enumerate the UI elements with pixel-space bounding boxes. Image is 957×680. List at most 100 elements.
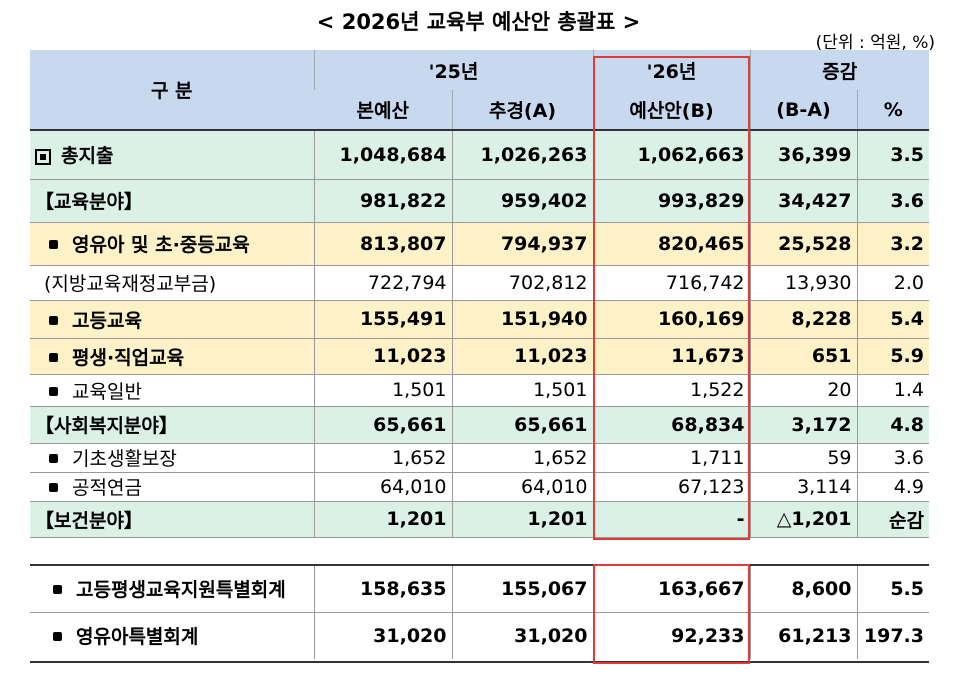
cell-pct: 5.5 bbox=[856, 564, 929, 612]
cell-supplementary: 64,010 bbox=[451, 471, 593, 501]
cell-diff: 3,114 bbox=[749, 471, 857, 501]
cell-proposal: 1,711 bbox=[592, 442, 750, 472]
table-row: 공적연금 64,010 64,010 67,123 3,114 4.9 bbox=[30, 471, 929, 501]
cell-proposal: 820,465 bbox=[592, 221, 750, 265]
bullet-icon bbox=[53, 632, 62, 642]
cell-diff: △1,201 bbox=[749, 500, 857, 537]
cell-pct: 순감 bbox=[856, 500, 929, 537]
header-supplementary: 추경(A) bbox=[451, 90, 593, 130]
table-row: 총지출 1,048,684 1,026,263 1,062,663 36,399… bbox=[30, 129, 929, 179]
cell-proposal: 68,834 bbox=[592, 405, 750, 443]
row-label: 총지출 bbox=[30, 129, 314, 179]
bullet-icon bbox=[49, 315, 58, 325]
table-row: 영유아특별회계 31,020 31,020 92,233 61,213 197.… bbox=[30, 611, 929, 659]
table-row: 【교육분야】 981,822 959,402 993,829 34,427 3.… bbox=[30, 178, 929, 222]
cell-supplementary: 155,067 bbox=[451, 564, 593, 612]
cell-original: 722,794 bbox=[313, 264, 452, 300]
table-row: 【사회복지분야】 65,661 65,661 68,834 3,172 4.8 bbox=[30, 405, 929, 443]
table-row: 교육일반 1,501 1,501 1,522 20 1.4 bbox=[30, 373, 929, 406]
cell-diff: 59 bbox=[749, 442, 857, 472]
table-row: 기초생활보장 1,652 1,652 1,711 59 3.6 bbox=[30, 442, 929, 472]
table-row: 고등교육 155,491 151,940 160,169 8,228 5.4 bbox=[30, 299, 929, 338]
cell-original: 981,822 bbox=[313, 178, 452, 222]
cell-pct: 3.5 bbox=[856, 129, 929, 179]
bullet-icon bbox=[49, 352, 58, 362]
table-row: 【보건분야】 1,201 1,201 - △1,201 순감 bbox=[30, 500, 929, 537]
bullet-icon bbox=[49, 240, 58, 249]
cell-proposal: 1,062,663 bbox=[592, 129, 750, 179]
table-row: (지방교육재정교부금) 722,794 702,812 716,742 13,9… bbox=[30, 264, 929, 300]
cell-original: 31,020 bbox=[313, 611, 452, 659]
cell-proposal: 92,233 bbox=[592, 611, 750, 659]
budget-table: 구 분 '25년 '26년 증감 본예산 추경(A) 예산안(B) (B-A) … bbox=[30, 50, 929, 659]
row-label: 고등평생교육지원특별회계 bbox=[30, 564, 314, 612]
cell-pct: 5.9 bbox=[856, 337, 929, 374]
cell-supplementary: 151,940 bbox=[451, 299, 593, 338]
cell-original: 158,635 bbox=[313, 564, 452, 612]
cell-supplementary: 11,023 bbox=[451, 337, 593, 374]
cell-diff: 36,399 bbox=[749, 129, 857, 179]
row-label: 영유아 및 초·중등교육 bbox=[30, 221, 314, 265]
cell-diff: 34,427 bbox=[749, 178, 857, 222]
cell-pct: 5.4 bbox=[856, 299, 929, 338]
cell-pct: 197.3 bbox=[856, 611, 929, 659]
row-label: 기초생활보장 bbox=[30, 442, 314, 472]
cell-pct: 3.6 bbox=[856, 442, 929, 472]
cell-diff: 8,228 bbox=[749, 299, 857, 338]
cell-original: 813,807 bbox=[313, 221, 452, 265]
cell-supplementary: 65,661 bbox=[451, 405, 593, 443]
table-row: 영유아 및 초·중등교육 813,807 794,937 820,465 25,… bbox=[30, 221, 929, 265]
row-label: 고등교육 bbox=[30, 299, 314, 338]
cell-supplementary: 1,026,263 bbox=[451, 129, 593, 179]
table-row: 고등평생교육지원특별회계 158,635 155,067 163,667 8,6… bbox=[30, 564, 929, 612]
bullet-icon bbox=[49, 386, 58, 396]
cell-diff: 13,930 bbox=[749, 264, 857, 300]
cell-diff: 8,600 bbox=[749, 564, 857, 612]
cell-diff: 3,172 bbox=[749, 405, 857, 443]
cell-pct: 3.6 bbox=[856, 178, 929, 222]
cell-original: 1,201 bbox=[313, 500, 452, 537]
cell-pct: 3.2 bbox=[856, 221, 929, 265]
row-label: 영유아특별회계 bbox=[30, 611, 314, 659]
cell-pct: 4.9 bbox=[856, 471, 929, 501]
cell-pct: 1.4 bbox=[856, 373, 929, 406]
cell-diff: 20 bbox=[749, 373, 857, 406]
cell-proposal: 11,673 bbox=[592, 337, 750, 374]
cell-original: 65,661 bbox=[313, 405, 452, 443]
table-bottom-border bbox=[30, 661, 929, 663]
cell-supplementary: 794,937 bbox=[451, 221, 593, 265]
header-pct: % bbox=[856, 90, 929, 130]
cell-supplementary: 1,652 bbox=[451, 442, 593, 472]
header-2026: '26년 bbox=[592, 50, 750, 90]
row-label: (지방교육재정교부금) bbox=[30, 264, 314, 300]
cell-proposal: 160,169 bbox=[592, 299, 750, 338]
square-bullet-icon bbox=[35, 148, 51, 165]
cell-original: 64,010 bbox=[313, 471, 452, 501]
header-proposal: 예산안(B) bbox=[592, 90, 750, 130]
row-label: 【사회복지분야】 bbox=[30, 405, 314, 443]
bullet-icon bbox=[49, 483, 58, 492]
cell-original: 1,652 bbox=[313, 442, 452, 472]
row-label: 평생·직업교육 bbox=[30, 337, 314, 374]
cell-original: 1,048,684 bbox=[313, 129, 452, 179]
cell-proposal: 67,123 bbox=[592, 471, 750, 501]
cell-supplementary: 959,402 bbox=[451, 178, 593, 222]
cell-proposal: - bbox=[592, 500, 750, 537]
row-label: 【보건분야】 bbox=[30, 500, 314, 537]
cell-diff: 61,213 bbox=[749, 611, 857, 659]
header-category: 구 분 bbox=[30, 50, 314, 130]
bullet-icon bbox=[53, 585, 62, 595]
cell-proposal: 1,522 bbox=[592, 373, 750, 406]
cell-supplementary: 1,201 bbox=[451, 500, 593, 537]
cell-diff: 25,528 bbox=[749, 221, 857, 265]
cell-supplementary: 31,020 bbox=[451, 611, 593, 659]
bullet-icon bbox=[49, 454, 58, 463]
spacer-row bbox=[30, 536, 929, 565]
header-2025: '25년 bbox=[313, 50, 593, 90]
cell-proposal: 163,667 bbox=[592, 564, 750, 612]
cell-proposal: 716,742 bbox=[592, 264, 750, 300]
table-row: 평생·직업교육 11,023 11,023 11,673 651 5.9 bbox=[30, 337, 929, 374]
cell-original: 155,491 bbox=[313, 299, 452, 338]
header-original-budget: 본예산 bbox=[314, 90, 452, 130]
row-label: 【교육분야】 bbox=[30, 178, 314, 222]
